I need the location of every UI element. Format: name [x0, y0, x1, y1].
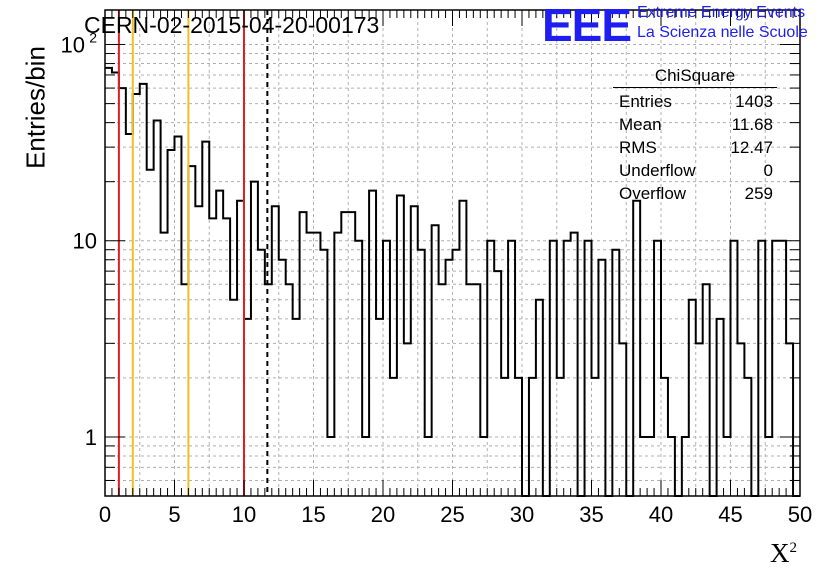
histogram-bin — [453, 250, 460, 496]
histogram-bin — [418, 250, 425, 496]
histogram-bin — [230, 300, 237, 496]
histogram-bin — [348, 212, 355, 496]
histogram-bin — [147, 170, 154, 496]
histogram-bin — [251, 182, 258, 496]
histogram-bin — [154, 121, 161, 496]
histogram-bin — [140, 84, 147, 496]
histogram-bin — [168, 150, 175, 496]
histogram-bin — [293, 319, 300, 496]
y-tick-label: 10 — [73, 229, 97, 254]
histogram-bin — [633, 201, 640, 496]
x-axis-label: X2 — [770, 538, 797, 568]
histogram-bin — [473, 284, 480, 496]
histogram-outline — [105, 66, 800, 497]
histogram-bin — [571, 233, 578, 496]
x-tick-label: 35 — [579, 502, 603, 527]
histogram-bin — [119, 88, 126, 496]
histogram-bin — [494, 271, 501, 496]
histogram-bin — [105, 68, 112, 496]
histogram-bin — [237, 201, 244, 496]
y-axis-label: Entries/bin — [20, 46, 51, 169]
eee-logo: EEE — [542, 0, 632, 51]
histogram-bin — [307, 233, 314, 496]
histogram-bin — [689, 300, 696, 496]
histogram-bin — [314, 233, 321, 496]
y-tick-label-exponent: 2 — [89, 30, 97, 46]
histogram-bin — [487, 241, 494, 496]
logo-text-line1: Extreme Energy Events — [637, 4, 806, 21]
x-tick-label: 45 — [718, 502, 742, 527]
histogram-bin — [703, 284, 710, 496]
histogram-bin — [355, 241, 362, 496]
logo-text-line2: La Scienza nelle Scuole — [637, 24, 808, 41]
x-tick-label: 50 — [788, 502, 812, 527]
histogram-bin — [786, 343, 793, 496]
x-tick-label: 25 — [440, 502, 464, 527]
stats-row-rms: RMS 12.47 — [619, 138, 773, 157]
stats-row-entries: Entries 1403 — [619, 92, 773, 111]
histogram-bin — [181, 284, 188, 496]
stats-row-overflow: Overflow 259 — [619, 184, 773, 203]
stats-title: ChiSquare — [613, 66, 777, 88]
histogram-bin — [161, 233, 168, 496]
x-tick-label: 30 — [510, 502, 534, 527]
histogram-bin — [466, 284, 473, 496]
histogram-bin — [175, 136, 182, 496]
histogram-bin — [133, 94, 140, 496]
histogram-bin — [737, 343, 744, 496]
plot-title: CERN-02-2015-04-20-00173 — [84, 12, 380, 38]
x-tick-label: 40 — [649, 502, 673, 527]
histogram-bin — [383, 241, 390, 496]
stats-row-mean: Mean 11.68 — [619, 115, 773, 134]
x-tick-label: 20 — [371, 502, 395, 527]
histogram-bin — [300, 212, 307, 496]
x-tick-label: 15 — [301, 502, 325, 527]
histogram-bin — [439, 284, 446, 496]
histogram-bin — [258, 250, 265, 496]
histogram-bin — [779, 241, 786, 496]
histogram-bin — [550, 241, 557, 496]
x-tick-label: 10 — [232, 502, 256, 527]
histogram-bin — [585, 241, 592, 496]
histogram-bin — [619, 343, 626, 496]
histogram-bin — [731, 241, 738, 496]
histogram-bin — [432, 225, 439, 496]
stats-box: ChiSquare Entries 1403 Mean 11.68 RMS 12.47… — [613, 66, 777, 205]
stats-row-underflow: Underflow 0 — [619, 161, 773, 180]
histogram-bin — [536, 300, 543, 496]
histogram-bin — [404, 343, 411, 496]
histogram-bin — [341, 212, 348, 496]
histogram-bin — [717, 319, 724, 496]
histogram-bin — [654, 241, 661, 496]
x-tick-label: 0 — [99, 502, 111, 527]
histogram-bin — [696, 343, 703, 496]
histogram-bin — [244, 319, 251, 496]
histogram-bin — [758, 241, 765, 496]
histogram-bin — [459, 201, 466, 496]
histogram-bin — [188, 166, 195, 496]
histogram-bin — [320, 250, 327, 496]
y-tick-label: 1 — [85, 425, 97, 450]
histogram-bin — [126, 134, 133, 496]
histogram-bin — [286, 284, 293, 496]
histogram-bin — [772, 241, 779, 496]
histogram-bin — [564, 241, 571, 496]
histogram-bin — [612, 250, 619, 496]
y-tick-label: 10 — [61, 33, 85, 58]
histogram-bin — [508, 241, 515, 496]
histogram-bin — [334, 233, 341, 496]
histogram-bin — [376, 319, 383, 496]
x-tick-label: 5 — [168, 502, 180, 527]
